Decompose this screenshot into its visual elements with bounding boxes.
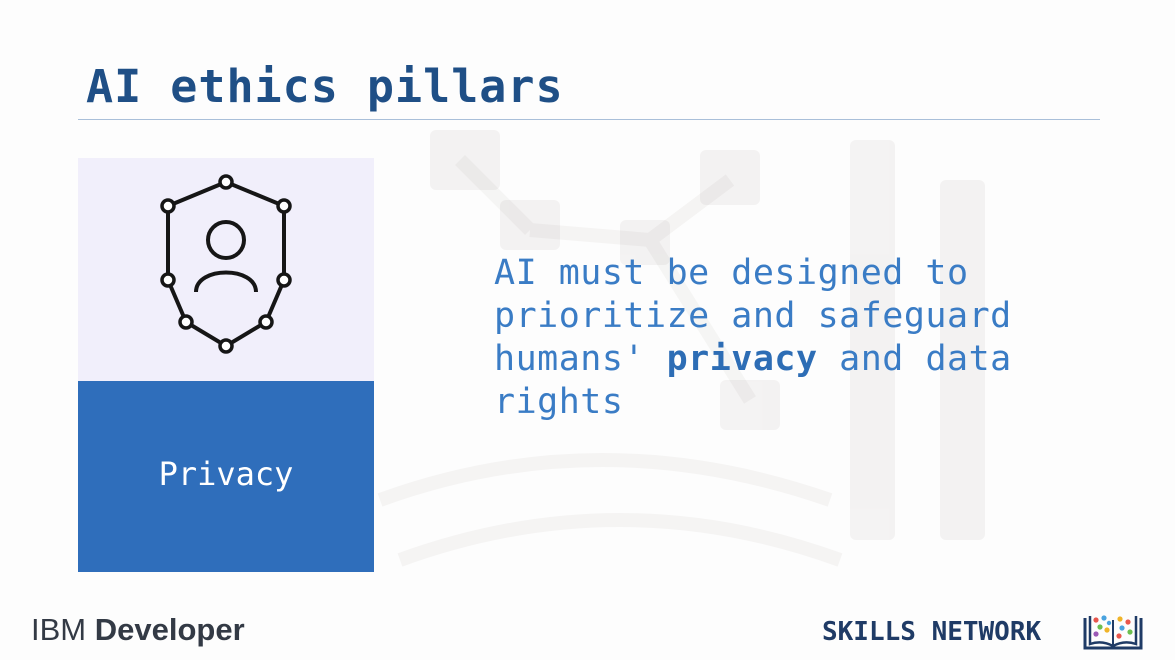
shield-person-icon	[160, 174, 292, 354]
pillar-card-label-area	[78, 381, 374, 572]
title-divider	[78, 119, 1100, 120]
brand-bold: Developer	[94, 612, 245, 647]
statement-text: humans'	[494, 339, 667, 379]
book-network-icon	[1083, 615, 1143, 650]
statement-line-3: humans' privacy and data	[494, 338, 1134, 381]
slide-title: AI ethics pillars	[86, 60, 564, 113]
pillar-statement: AI must be designed to prioritize and sa…	[494, 252, 1134, 424]
statement-text: and data	[817, 339, 1012, 379]
pillar-label: Privacy	[158, 455, 294, 493]
ibm-developer-logo: IBM Developer	[31, 612, 245, 648]
brand-regular: IBM	[31, 612, 95, 647]
statement-line-1: AI must be designed to	[494, 253, 969, 293]
statement-emphasis: privacy	[666, 339, 818, 379]
statement-line-2: prioritize and safeguard	[494, 296, 1012, 336]
skills-network-logo: SKILLS NETWORK	[822, 617, 1042, 647]
statement-line-4: rights	[494, 382, 624, 422]
